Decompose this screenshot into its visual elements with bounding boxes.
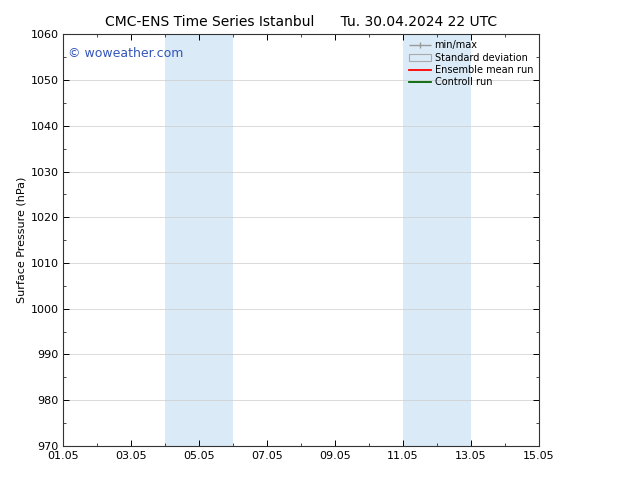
- Title: CMC-ENS Time Series Istanbul      Tu. 30.04.2024 22 UTC: CMC-ENS Time Series Istanbul Tu. 30.04.2…: [105, 15, 497, 29]
- Text: © woweather.com: © woweather.com: [68, 47, 183, 60]
- Bar: [165, 34, 233, 446]
- Bar: [403, 34, 471, 446]
- Y-axis label: Surface Pressure (hPa): Surface Pressure (hPa): [16, 177, 26, 303]
- Legend: min/max, Standard deviation, Ensemble mean run, Controll run: min/max, Standard deviation, Ensemble me…: [405, 36, 537, 91]
